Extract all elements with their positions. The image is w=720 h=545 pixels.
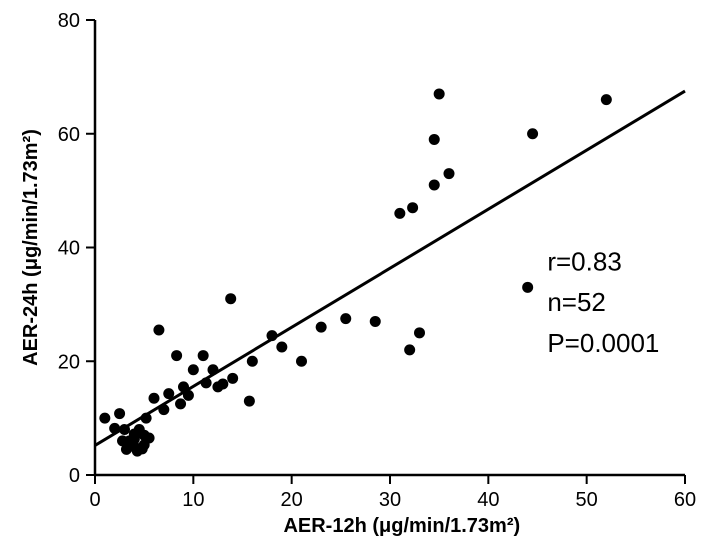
scatter-chart: 0 10 20 30 40 50 60 0 20 40 60 80 AER-12h (μg/min/1.… (0, 0, 720, 545)
data-point (527, 128, 538, 139)
data-point (158, 404, 169, 415)
data-point (296, 356, 307, 367)
data-point (227, 373, 238, 384)
data-point (404, 344, 415, 355)
data-point (149, 393, 160, 404)
data-point (601, 94, 612, 105)
stats-p: P=0.0001 (547, 328, 659, 358)
x-tick-label: 30 (379, 489, 401, 511)
data-point (225, 293, 236, 304)
data-point (444, 168, 455, 179)
data-point (316, 322, 327, 333)
x-tick-label: 50 (576, 489, 598, 511)
data-point (109, 423, 120, 434)
y-tick-label: 0 (69, 465, 80, 487)
data-point (429, 179, 440, 190)
x-tick-label: 40 (477, 489, 499, 511)
data-point (434, 88, 445, 99)
data-point (217, 379, 228, 390)
data-point (370, 316, 381, 327)
data-point (163, 388, 174, 399)
data-point (429, 134, 440, 145)
x-tick-label: 60 (674, 489, 696, 511)
data-point (171, 350, 182, 361)
y-tick-label: 60 (58, 124, 80, 146)
stats-r: r=0.83 (547, 246, 621, 276)
data-point (198, 350, 209, 361)
data-point (340, 313, 351, 324)
data-point (183, 390, 194, 401)
x-axis-title: AER-12h (μg/min/1.73m²) (283, 515, 520, 537)
y-tick-label: 80 (58, 10, 80, 32)
data-point (407, 202, 418, 213)
data-point (188, 364, 199, 375)
data-point (394, 208, 405, 219)
data-point (141, 413, 152, 424)
data-point (522, 282, 533, 293)
x-tick-label: 10 (182, 489, 204, 511)
data-point (175, 398, 186, 409)
x-tick-label: 0 (89, 489, 100, 511)
data-point (99, 413, 110, 424)
data-point (276, 342, 287, 353)
data-point (267, 330, 278, 341)
x-tick-label: 20 (281, 489, 303, 511)
data-point (114, 408, 125, 419)
y-axis-title: AER-24h (μg/min/1.73m²) (20, 129, 42, 366)
data-point (414, 327, 425, 338)
y-tick-label: 40 (58, 238, 80, 260)
chart-svg: 0 10 20 30 40 50 60 0 20 40 60 80 AER-12h (μg/min/1.… (0, 0, 720, 545)
data-point (201, 377, 212, 388)
data-point (144, 433, 155, 444)
data-point (153, 324, 164, 335)
data-point (119, 424, 130, 435)
data-point (244, 396, 255, 407)
stats-n: n=52 (547, 287, 606, 317)
y-tick-label: 20 (58, 351, 80, 373)
data-point (247, 356, 258, 367)
data-point (208, 364, 219, 375)
